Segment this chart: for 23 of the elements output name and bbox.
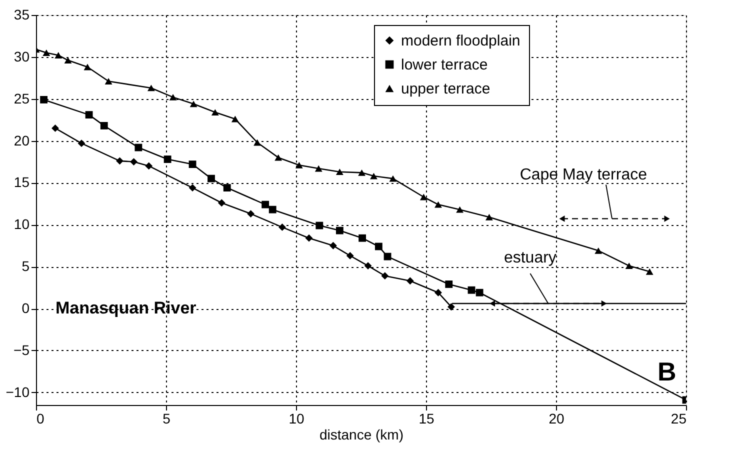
x-tick-label: 25 (670, 410, 687, 426)
y-tick-label: −10 (6, 384, 30, 400)
annotation: B (657, 356, 676, 386)
y-tick-label: 35 (14, 6, 30, 22)
y-tick-label: 10 (14, 216, 30, 232)
y-tick-label: 0 (22, 300, 30, 316)
y-tick-label: 15 (14, 174, 30, 190)
y-tick-label: 30 (14, 48, 30, 64)
x-axis-title: distance (km) (319, 426, 404, 442)
y-tick-label: −5 (14, 342, 30, 358)
x-tick-label: 10 (288, 410, 304, 426)
x-tick-label: 0 (36, 410, 44, 426)
y-tick-label: 20 (14, 132, 30, 148)
x-tick-label: 20 (548, 410, 564, 426)
y-tick-label: 5 (22, 258, 30, 274)
y-tick-label: 25 (14, 90, 30, 106)
x-tick-label: 5 (162, 410, 171, 426)
x-tick-label: 15 (418, 410, 434, 426)
legend-label: upper terrace (401, 80, 490, 98)
legend-label: modern floodplain (401, 32, 520, 50)
legend-label: lower terrace (401, 56, 488, 74)
annotation: estuary (504, 250, 556, 267)
annotation: Cape May terrace (520, 166, 648, 184)
